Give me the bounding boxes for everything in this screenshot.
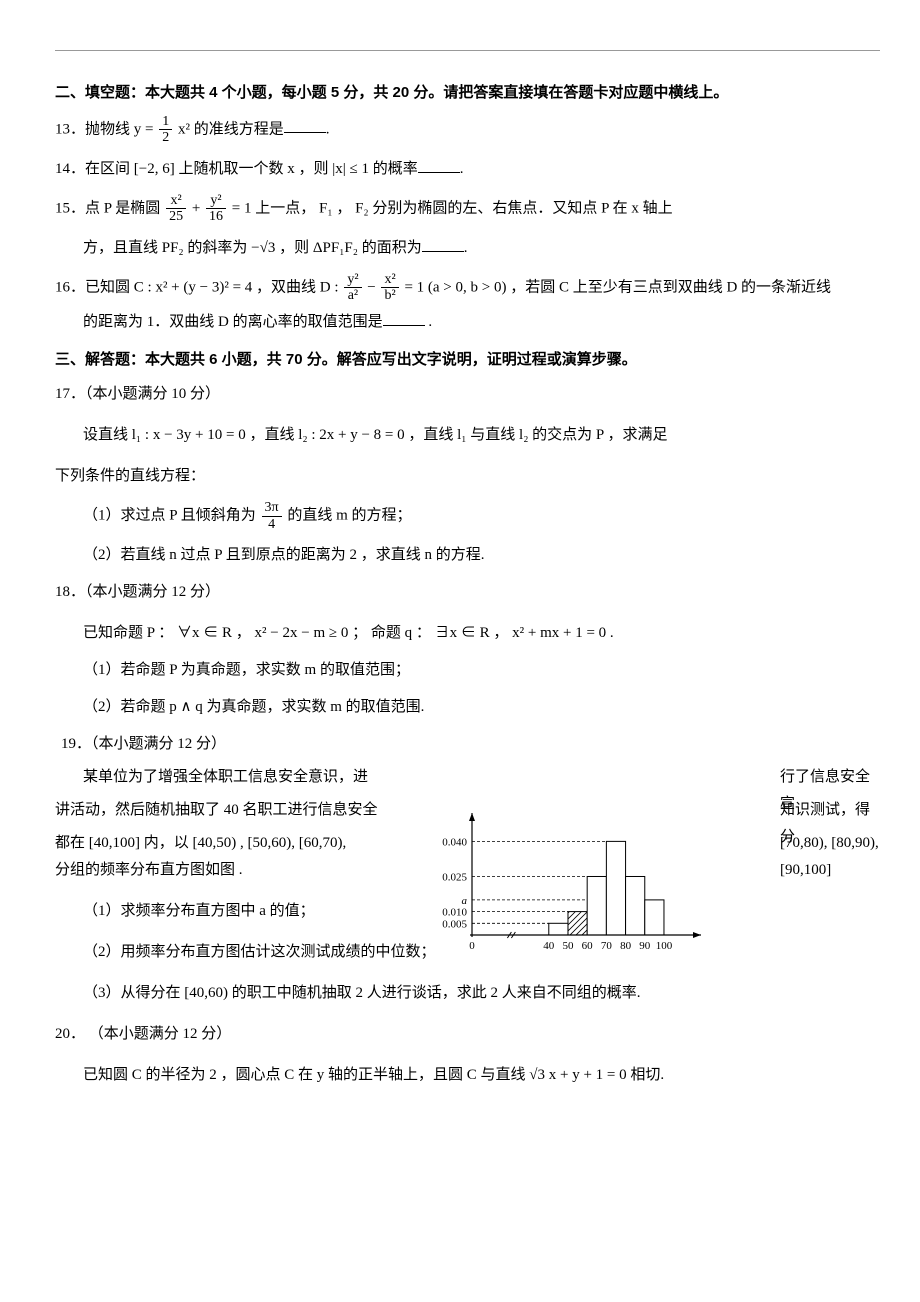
q17-number: 17． [55,386,85,402]
q15-post1: 上一点， F₁ ， F₂ 分别为椭圆的左、右焦点．又知点 P 在 x 轴上 [252,200,673,216]
q17-p1b: 的直线 m 的方程； [284,508,412,524]
section-2-title: 二、填空题：本大题共 4 个小题，每小题 5 分，共 20 分。请把答案直接填在… [55,79,880,106]
q19-l3b: [70,80), [80,90), [90,100] [780,830,880,884]
q16-f1n: y² [344,272,361,288]
q15-blank [422,236,464,252]
q17-p1-fn: 3π [262,500,282,516]
svg-text:a: a [462,895,468,907]
q19-flow: 某单位为了增强全体职工信息安全意识，进 行了信息安全宣 [55,764,880,791]
q18-line1: 已知命题 P ： ∀x ∈ R ， x² − 2x − m ≥ 0 ； 命题 q… [55,620,880,647]
q15-period: . [464,240,468,256]
question-13: 13．抛物线 y = 12 x² 的准线方程是. [55,114,880,146]
question-17: 17．（本小题满分 10 分） 设直线 l₁ : x − 3y + 10 = 0… [55,381,880,569]
svg-text:60: 60 [582,940,594,952]
svg-text:70: 70 [601,940,613,952]
q19-number: 19． [55,736,91,752]
q16-number: 16． [55,279,85,295]
q17-line1: 设直线 l₁ : x − 3y + 10 = 0 ，直线 l₂ : 2x + y… [55,422,880,449]
q13-pre: 抛物线 [85,121,134,137]
q13-number: 13． [55,121,85,137]
section-3-title: 三、解答题：本大题共 6 小题，共 70 分。解答应写出文字说明，证明过程或演算… [55,346,880,373]
question-18: 18．（本小题满分 12 分） 已知命题 P ： ∀x ∈ R ， x² − 2… [55,579,880,721]
q15-f1n: x² [166,193,186,209]
q16-line2a: 的距离为 1．双曲线 D 的离心率的取值范围是 [83,314,383,330]
frequency-histogram: 0 40 50 60 70 80 90 100 0.040 0.025 a0.0100.005 [430,805,720,965]
q15-frac1: x²25 [166,193,186,225]
q19-l1a: 某单位为了增强全体职工信息安全意识，进 [55,764,453,791]
q13-eq-right: x² [174,121,190,137]
svg-text:50: 50 [562,940,574,952]
q13-eq-left: y = [134,121,157,137]
q16-period: . [425,314,433,330]
q15-plus: + [188,200,204,216]
q15-line2a: 方，且直线 PF₂ 的斜率为 −√3 ，则 ΔPF₁F₂ 的面积为 [83,240,422,256]
question-20: 20． （本小题满分 12 分） 已知圆 C 的半径为 2 ，圆心点 C 在 y… [55,1021,880,1089]
q15-f2d: 16 [206,209,226,224]
question-15: 15．点 P 是椭圆 x²25 + y²16 = 1 上一点， F₁ ， F₂ … [55,193,880,262]
q13-period: . [326,121,330,137]
q19-part3: （3）从得分在 [40,60) 的职工中随机抽取 2 人进行谈话，求此 2 人来… [55,980,880,1007]
q16-minus: − [364,279,380,295]
q16-line2: 的距离为 1．双曲线 D 的离心率的取值范围是 . [55,309,880,336]
q17-line2: 下列条件的直线方程： [55,463,880,490]
svg-text:0.040: 0.040 [442,836,467,848]
q16-pre: 已知圆 C : x² + (y − 3)² = 4 ，双曲线 D : [85,279,342,295]
svg-text:0.010: 0.010 [442,907,467,919]
q15-frac2: y²16 [206,193,226,225]
q15-f2n: y² [206,193,226,209]
q16-frac1: y²a² [344,272,361,304]
q16-f1d: a² [344,288,361,303]
q20-line1: 已知圆 C 的半径为 2 ，圆心点 C 在 y 轴的正半轴上，且圆 C 与直线 … [55,1062,880,1089]
q17-p1-fd: 4 [262,517,282,532]
question-14: 14．在区间 [−2, 6] 上随机取一个数 x ，则 |x| ≤ 1 的概率. [55,156,880,183]
svg-text:100: 100 [656,940,673,952]
top-rule [55,50,880,51]
q15-eq1: = 1 [228,200,251,216]
svg-text:40: 40 [543,940,555,952]
svg-text:0.025: 0.025 [442,871,467,883]
q16-post1: ，若圆 C 上至少有三点到双曲线 D 的一条渐近线 [506,279,831,295]
q14-text: 在区间 [−2, 6] 上随机取一个数 x ，则 |x| ≤ 1 的概率 [85,161,418,177]
q18-part1: （1）若命题 P 为真命题，求实数 m 的取值范围； [55,657,880,684]
q16-eq1: = 1 (a > 0, b > 0) [401,279,507,295]
q13-frac-num: 1 [159,114,172,130]
svg-text:90: 90 [639,940,651,952]
q15-f1d: 25 [166,209,186,224]
q15-pre: 点 P 是椭圆 [85,200,164,216]
histogram-svg: 0 40 50 60 70 80 90 100 0.040 0.025 a0.0100.005 [430,805,720,965]
q14-blank [418,157,460,173]
q14-number: 14． [55,161,85,177]
q13-blank [284,117,326,133]
q19-l2a: 讲活动，然后随机抽取了 40 名职工进行信息安全 [55,797,455,824]
q17-score: （本小题满分 10 分） [85,386,220,402]
q16-frac2: x²b² [381,272,398,304]
q18-part2: （2）若命题 p ∧ q 为真命题，求实数 m 的取值范围. [55,694,880,721]
q17-part1: （1）求过点 P 且倾斜角为 3π4 的直线 m 的方程； [55,500,880,532]
q14-period: . [460,161,464,177]
svg-text:0.005: 0.005 [442,918,467,930]
q16-blank [383,310,425,326]
page: 二、填空题：本大题共 4 个小题，每小题 5 分，共 20 分。请把答案直接填在… [0,0,920,1302]
q16-f2d: b² [381,288,398,303]
q17-p1a: （1）求过点 P 且倾斜角为 [83,508,260,524]
q18-score: （本小题满分 12 分） [85,584,220,600]
q15-line2: 方，且直线 PF₂ 的斜率为 −√3 ，则 ΔPF₁F₂ 的面积为. [55,235,880,262]
question-16: 16．已知圆 C : x² + (y − 3)² = 4 ，双曲线 D : y²… [55,272,880,337]
q19-l3a: 都在 [40,100] 内，以 [40,50) , [50,60), [60,7… [55,830,455,857]
q17-part2: （2）若直线 n 过点 P 且到原点的距离为 2 ，求直线 n 的方程. [55,542,880,569]
q17-p1-frac: 3π4 [262,500,282,532]
svg-text:0: 0 [469,940,475,952]
q13-frac: 12 [159,114,172,146]
q16-f2n: x² [381,272,398,288]
q15-number: 15． [55,200,85,216]
q20-number: 20． [55,1026,85,1042]
q13-post: 的准线方程是 [190,121,284,137]
svg-text:80: 80 [620,940,632,952]
q20-score: （本小题满分 12 分） [89,1026,232,1042]
q19-score: （本小题满分 12 分） [91,736,226,752]
q13-frac-den: 2 [159,130,172,145]
q18-number: 18． [55,584,85,600]
